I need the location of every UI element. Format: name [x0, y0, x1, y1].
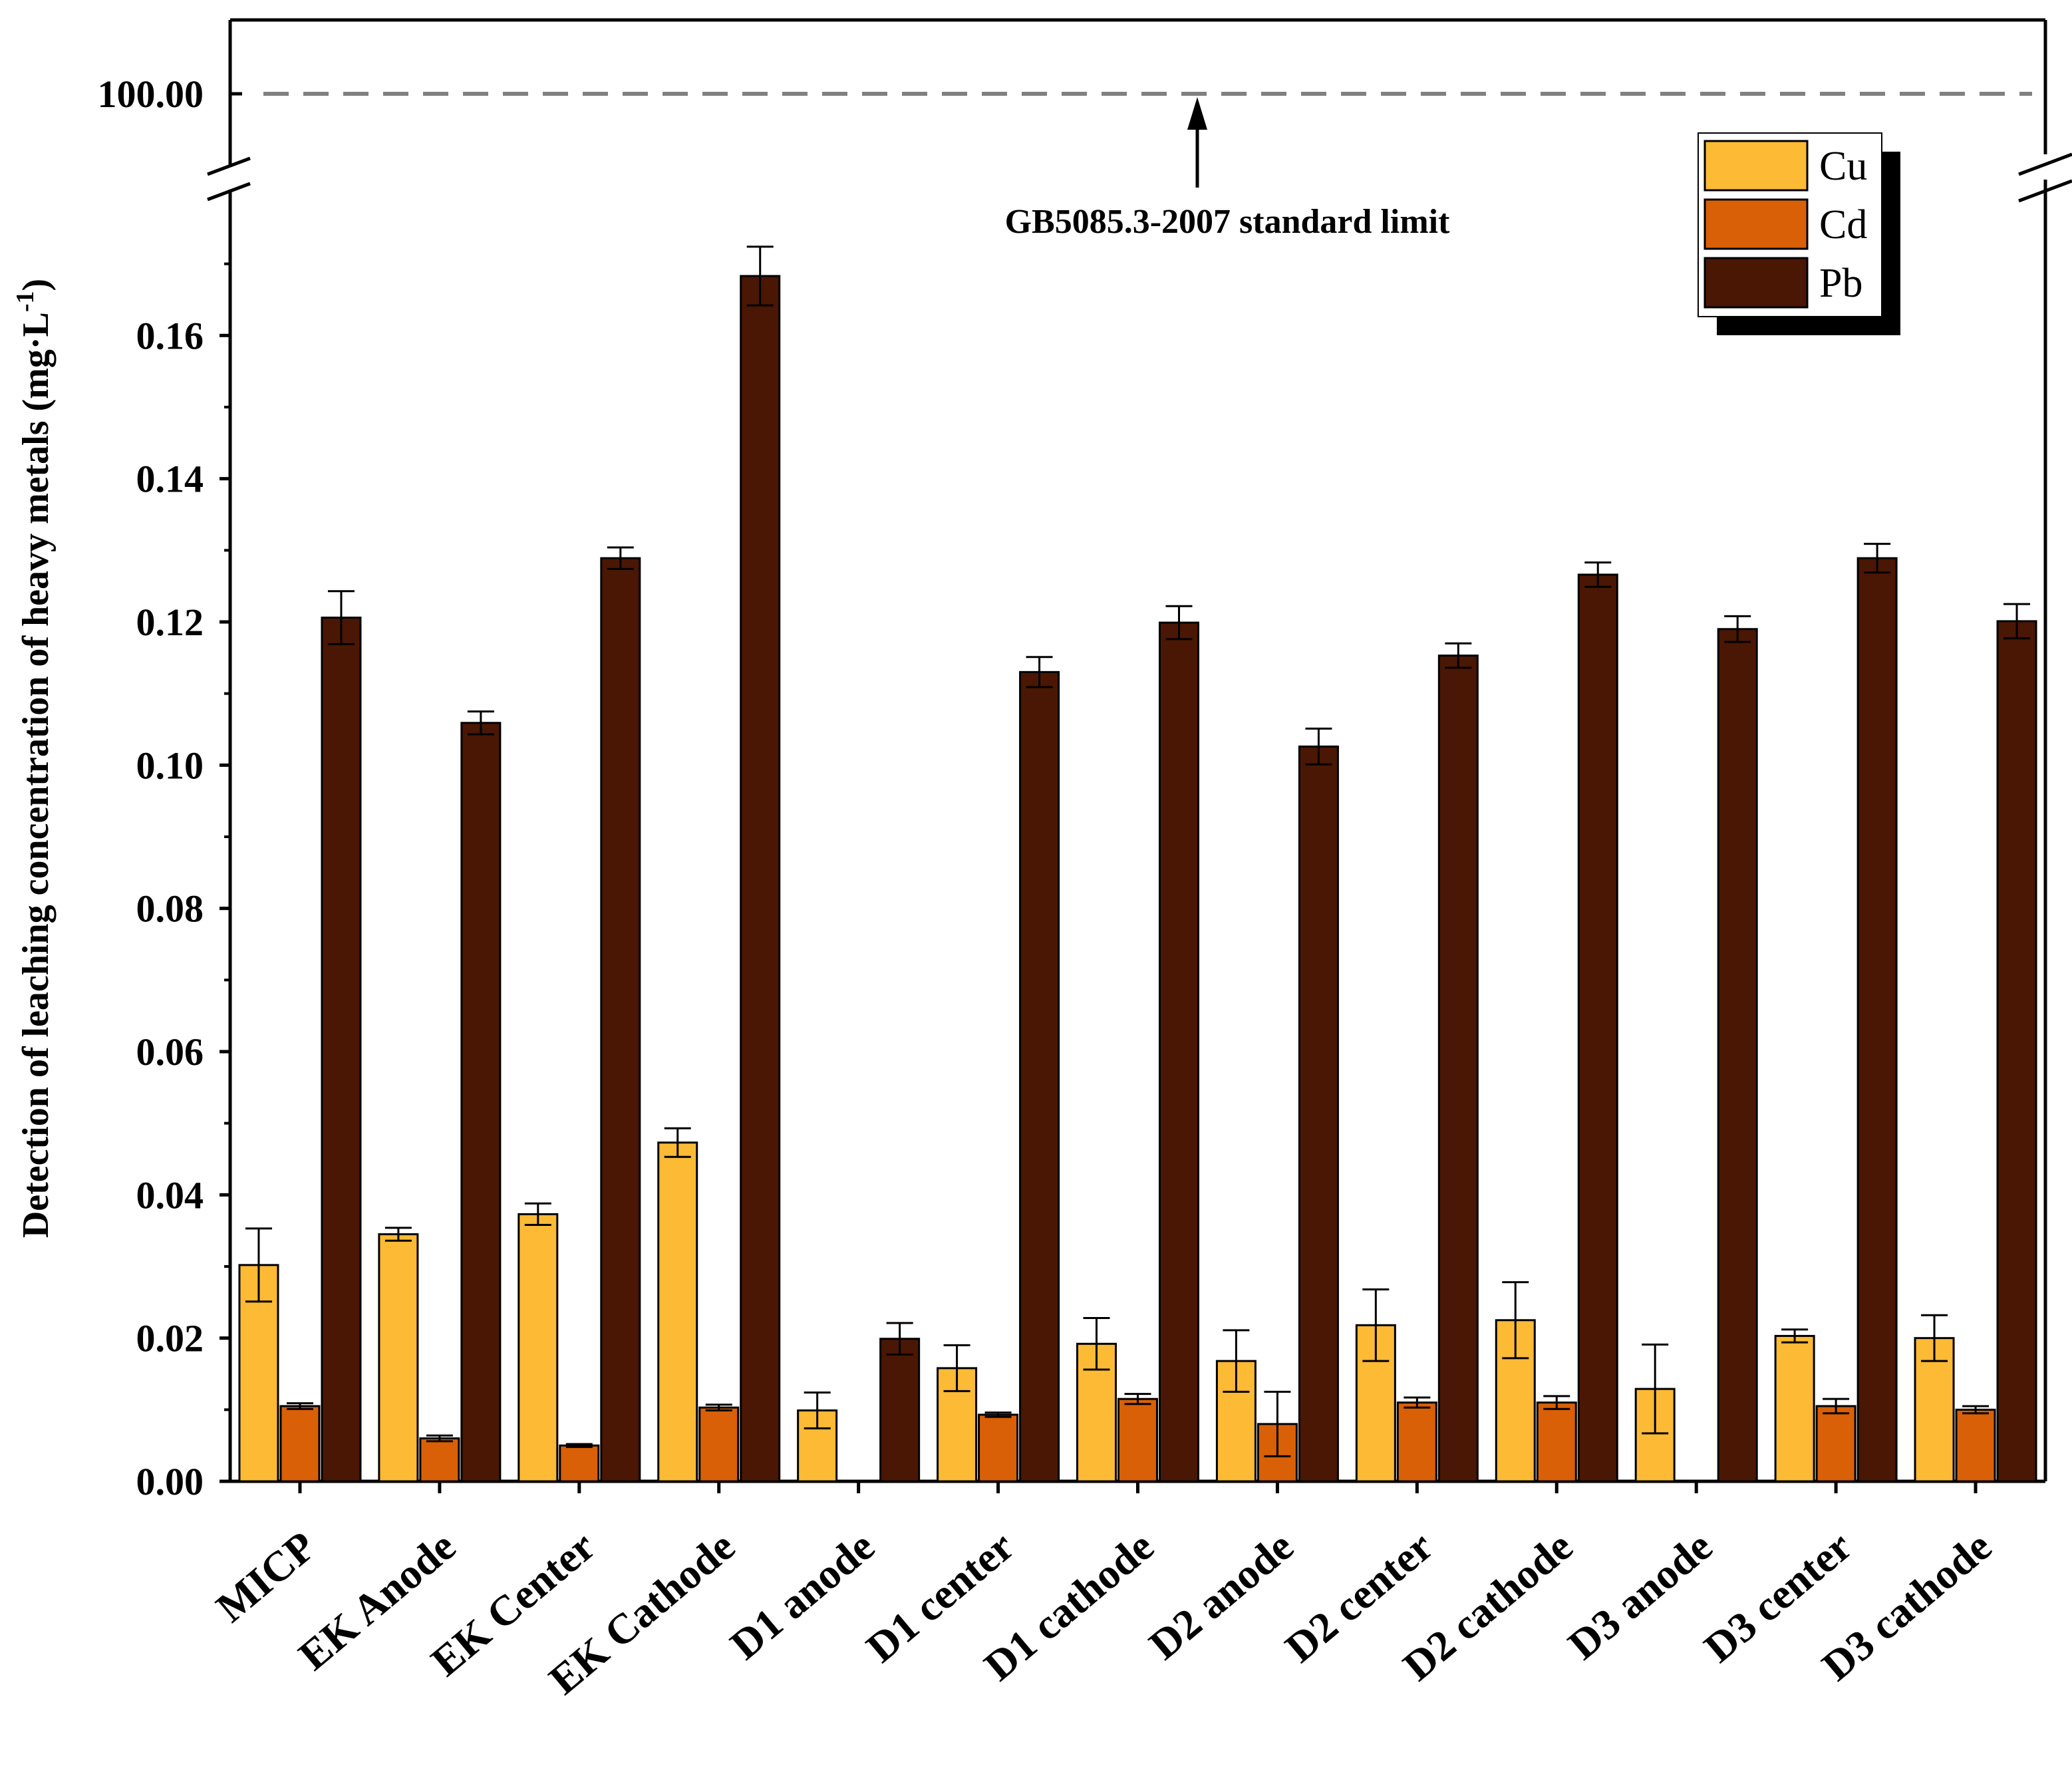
bar-pb — [1856, 557, 1898, 1483]
legend-label-cu: Cu — [1819, 144, 1867, 189]
bar-cd — [1955, 1408, 1996, 1483]
bar-pb — [1437, 655, 1479, 1483]
legend-label-pb: Pb — [1819, 261, 1862, 306]
legend: Cu Cd Pb — [1698, 132, 1900, 335]
bar-pb — [1996, 620, 2037, 1483]
y-axis-title-close: ) — [15, 279, 57, 291]
bar-cd — [1536, 1401, 1577, 1483]
y-tick-label: 0.04 — [136, 1173, 204, 1217]
y-tick-label: 0.14 — [136, 458, 204, 501]
upper-tick-label: 100.00 — [98, 73, 204, 116]
bar-cd — [279, 1405, 321, 1483]
legend-label-cd: Cd — [1819, 202, 1867, 247]
standard-limit-annotation: GB5085.3-2007 standard limit — [1005, 203, 1450, 241]
bar-cu — [657, 1141, 698, 1483]
bar-pb — [1019, 670, 1060, 1483]
bar-pb — [600, 557, 641, 1483]
y-tick-label: 0.02 — [136, 1317, 204, 1360]
axis-break-mark — [207, 182, 251, 202]
x-tick-label: D2 anode — [1140, 1522, 1302, 1668]
bar-cd — [559, 1444, 600, 1483]
legend-swatch-cu — [1703, 140, 1809, 192]
bar-pb — [879, 1338, 921, 1483]
axis-break-mark — [207, 156, 251, 176]
x-tick-label: D3 anode — [1559, 1522, 1721, 1668]
axes-group — [220, 92, 1978, 1493]
bar-cu — [1634, 1388, 1676, 1483]
bar-cu — [378, 1233, 419, 1483]
annotation-arrow-head — [1187, 97, 1207, 130]
y-axis-title-superscript: -1 — [11, 291, 39, 313]
legend-swatch-pb — [1703, 257, 1809, 309]
y-axis-title: Detection of leaching concentration of h… — [11, 279, 57, 1238]
bar-cd — [419, 1437, 460, 1483]
bar-cu — [518, 1213, 559, 1483]
bar-cd — [978, 1413, 1019, 1483]
bar-pb — [1717, 628, 1758, 1483]
bar-pb — [1577, 573, 1618, 1483]
y-axis-title-main: Detection of leaching concentration of h… — [15, 312, 57, 1238]
bars-group — [238, 245, 2037, 1483]
x-tick-label: MICP — [208, 1522, 325, 1631]
bar-cd — [1117, 1398, 1158, 1483]
y-tick-label: 0.00 — [136, 1460, 204, 1503]
legend-swatch-cd — [1703, 198, 1809, 250]
bar-pb — [740, 275, 781, 1483]
bar-pb — [460, 722, 502, 1483]
y-tick-label: 0.16 — [136, 314, 204, 357]
y-tick-label: 0.12 — [136, 601, 204, 644]
y-tick-label: 0.10 — [136, 744, 204, 787]
axis-break-mark — [2018, 152, 2072, 176]
axis-break-mark — [2018, 179, 2072, 203]
y-tick-label: 0.06 — [136, 1030, 204, 1074]
bar-cd — [1815, 1405, 1856, 1483]
y-tick-label: 0.08 — [136, 887, 204, 931]
bar-pb — [1298, 745, 1339, 1483]
bar-cd — [1396, 1401, 1437, 1483]
bar-pb — [321, 617, 362, 1483]
bar-cu — [1774, 1334, 1815, 1483]
bar-cd — [698, 1406, 740, 1483]
x-tick-label: D1 anode — [722, 1522, 883, 1668]
bar-pb — [1159, 621, 1199, 1483]
